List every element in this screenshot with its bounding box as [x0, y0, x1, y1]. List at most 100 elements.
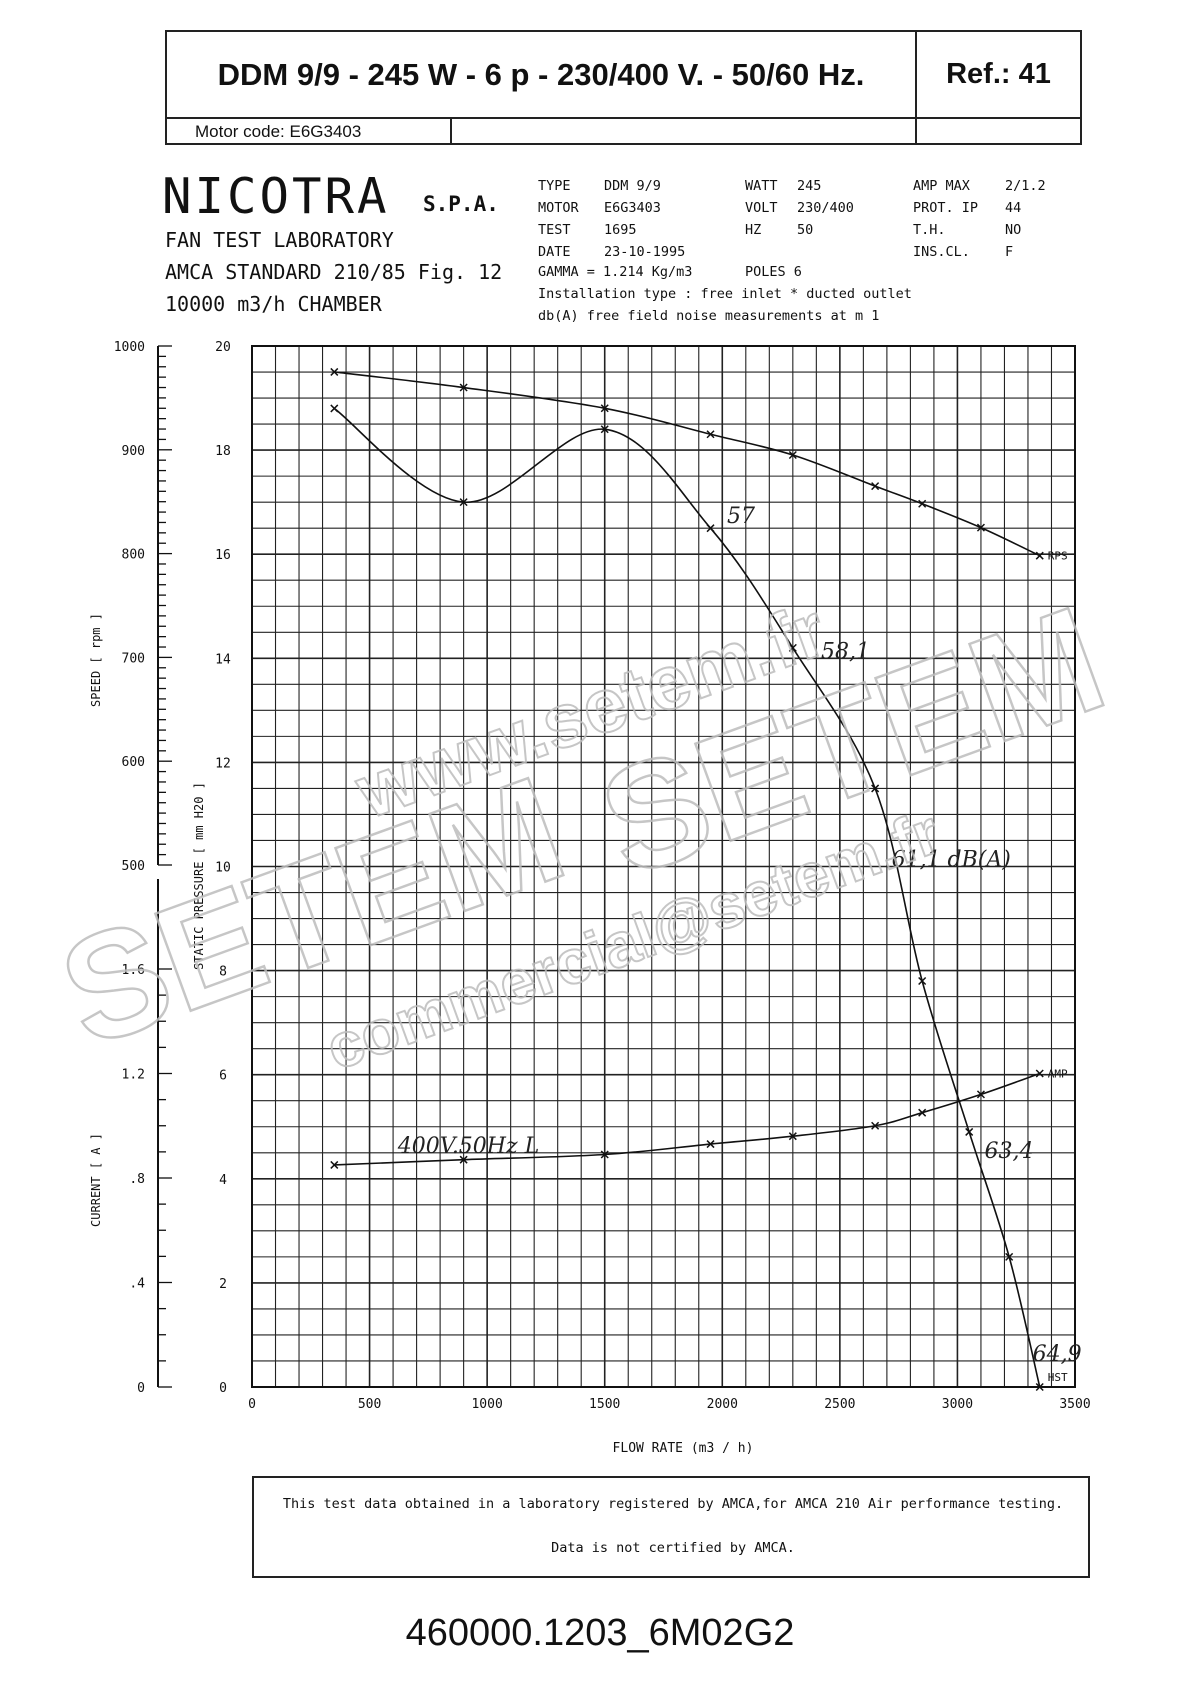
noise-annotation: 400V.50Hz L: [397, 1134, 539, 1159]
pressure-tick-label: 6: [219, 1069, 227, 1084]
spec-label: TYPE: [538, 178, 571, 194]
spec-label: VOLT: [745, 200, 778, 216]
noise-annotation: 57: [727, 504, 755, 529]
x-tick-label: 0: [248, 1397, 256, 1412]
chart-series: RPS HST AMP: [330, 367, 1068, 1392]
pressure-tick-label: 0: [219, 1381, 227, 1396]
spec-labels-1: TYPE MOTOR TEST DATE: [538, 175, 579, 263]
speed-tick-label: 500: [122, 859, 145, 874]
noise-annotation: 58,1: [821, 639, 870, 664]
data-point-hst: [1035, 1382, 1044, 1392]
data-point-rps: [788, 450, 797, 460]
data-point-hst: [965, 1127, 974, 1136]
data-point-amp: [1035, 1069, 1044, 1078]
spec-value: 1695: [604, 222, 637, 238]
series-line-amp: [334, 1072, 1040, 1166]
series-end-label: AMP: [1048, 1068, 1068, 1081]
data-point-hst: [1005, 1252, 1014, 1261]
data-point-rps: [871, 482, 880, 491]
noise-annotation: 61,1 dB(A): [892, 848, 1011, 873]
data-point-amp: [918, 1108, 927, 1117]
spec-value: NO: [1005, 222, 1022, 238]
spec-label: DATE: [538, 244, 571, 260]
data-point-amp: [600, 1150, 609, 1159]
spec-values-3: 2/1.2 44 NO F: [1005, 175, 1046, 263]
x-tick-label: 2000: [707, 1397, 738, 1412]
footer-line-1: This test data obtained in a laboratory …: [282, 1496, 1064, 1512]
data-point-rps: [918, 499, 927, 508]
noise-annotation: 63,4: [984, 1139, 1033, 1164]
current-tick-label: 1.6: [122, 963, 145, 978]
x-tick-label: 3500: [1059, 1397, 1090, 1412]
pressure-tick-label: 20: [215, 340, 231, 355]
chamber-name: 10000 m3/h CHAMBER: [165, 292, 382, 316]
data-point-amp: [871, 1121, 880, 1130]
poles-value: POLES 6: [745, 264, 802, 280]
data-point-hst: [706, 524, 715, 533]
footer-line-2: Data is not certified by AMCA.: [551, 1540, 795, 1556]
data-point-rps: [600, 404, 609, 413]
speed-tick-label: 1000: [114, 340, 145, 355]
spec-label: WATT: [745, 178, 778, 194]
spec-labels-3: AMP MAX PROT. IP T.H. INS.CL.: [913, 175, 978, 263]
speed-axis-label: SPEED [ rpm ]: [89, 613, 103, 707]
data-point-rps: [330, 367, 339, 376]
spec-value: 44: [1005, 200, 1022, 216]
x-tick-label: 1500: [589, 1397, 620, 1412]
gamma-value: GAMMA = 1.214 Kg/m3: [538, 264, 693, 280]
x-tick-label: 1000: [471, 1397, 502, 1412]
pressure-axis-label: STATIC PRESSURE [ mm H20 ]: [192, 782, 206, 970]
chart-labels: 0 500 1000 1500 2000 2500 3000 3500 FLOW RATE (m…: [248, 504, 1091, 1456]
motor-code: Motor code: E6G3403: [167, 117, 452, 145]
data-point-amp: [706, 1140, 715, 1149]
installation-type: Installation type : free inlet * ducted …: [538, 286, 912, 302]
spec-value: 245: [797, 178, 822, 194]
spec-labels-2: WATT VOLT HZ: [745, 175, 778, 241]
spec-values-2: 245 230/400 50: [797, 175, 854, 241]
document-code: 460000.1203_6M02G2: [405, 1612, 795, 1654]
company-suffix: S.P.A.: [423, 192, 499, 216]
data-point-rps: [1035, 551, 1044, 560]
speed-tick-label: 900: [122, 444, 145, 459]
data-point-hst: [330, 404, 339, 413]
data-point-hst: [918, 976, 927, 986]
data-point-rps: [459, 383, 468, 392]
data-point-amp: [976, 1090, 985, 1099]
left-axes: 0 2 4 6 8 10 12 14 16 18 20 STATIC PRESSURE [ mm H2…: [89, 340, 231, 1396]
chart-grid: [251, 345, 1076, 1388]
pressure-tick-label: 14: [215, 652, 231, 667]
company-name: NICOTRA: [162, 168, 390, 225]
performance-chart: 0 2 4 6 8 10 12 14 16 18 20 STATIC PRESSURE [ mm H2…: [39, 340, 1125, 1456]
x-axis-label: FLOW RATE (m3 / h): [613, 1441, 754, 1456]
spec-label: MOTOR: [538, 200, 579, 216]
spec-values-1: DDM 9/9 E6G3403 1695 23-10-1995: [604, 175, 685, 263]
data-point-hst: [459, 498, 468, 507]
current-tick-label: 0: [137, 1381, 145, 1396]
current-tick-label: .8: [129, 1172, 145, 1187]
data-point-rps: [976, 523, 985, 532]
pressure-tick-label: 8: [219, 965, 227, 980]
current-axis-label: CURRENT [ A ]: [89, 1133, 103, 1227]
spec-label: INS.CL.: [913, 244, 970, 260]
spec-value: 230/400: [797, 200, 854, 216]
header-empty-cell: [917, 117, 1080, 145]
spec-value: 50: [797, 222, 814, 238]
data-point-hst: [788, 643, 797, 652]
data-point-hst: [600, 425, 609, 434]
pressure-tick-label: 16: [215, 548, 231, 563]
footer-box: This test data obtained in a laboratory …: [252, 1476, 1090, 1578]
noise-annotation: 64,9: [1033, 1342, 1082, 1367]
speed-tick-label: 800: [122, 548, 145, 563]
data-point-rps: [706, 430, 715, 439]
lab-name: FAN TEST LABORATORY: [165, 228, 394, 252]
standard-name: AMCA STANDARD 210/85 Fig. 12: [165, 260, 503, 284]
noise-note: db(A) free field noise measurements at m…: [538, 308, 880, 324]
speed-tick-label: 700: [122, 651, 145, 666]
x-tick-label: 3000: [942, 1397, 973, 1412]
current-tick-label: 1.2: [122, 1068, 145, 1083]
spec-label: HZ: [745, 222, 762, 238]
data-point-amp: [330, 1160, 339, 1169]
data-point-hst: [871, 784, 880, 793]
watermark-brand: SETEM: [41, 744, 584, 1079]
spec-value: 23-10-1995: [604, 244, 686, 260]
